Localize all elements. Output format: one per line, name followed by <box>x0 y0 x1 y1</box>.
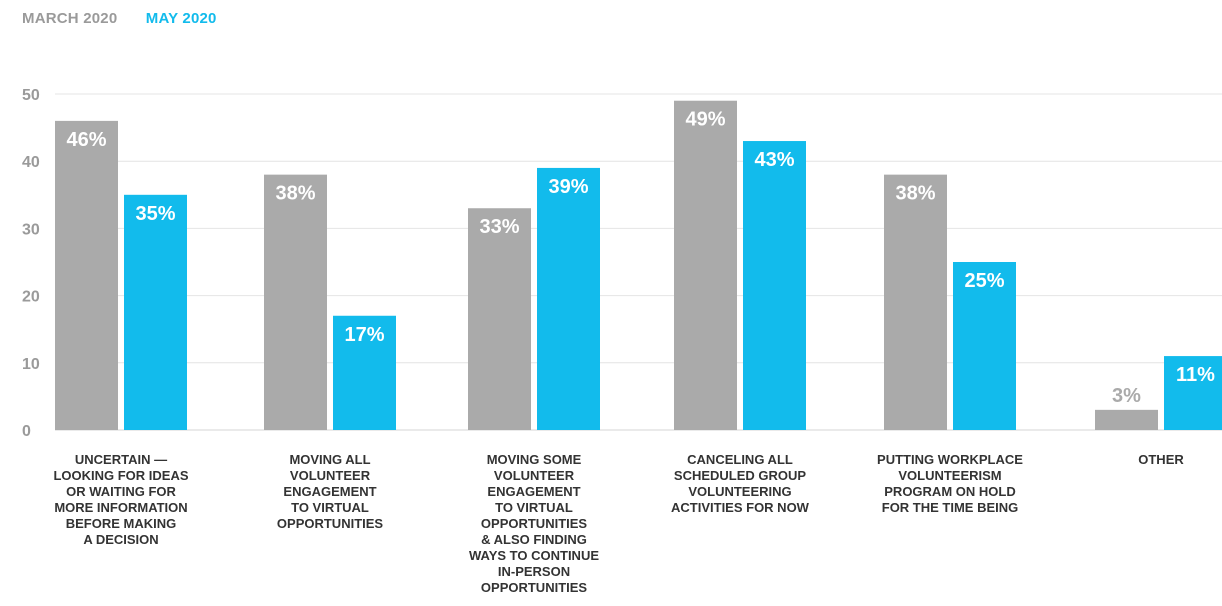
bar-may-3 <box>743 141 806 431</box>
legend-march-2020: MARCH 2020 <box>22 10 118 27</box>
bar-march-2 <box>468 208 531 430</box>
category-label-line: MORE INFORMATION <box>54 500 187 515</box>
bar-march-1 <box>264 174 327 430</box>
category-label-1: MOVING ALL VOLUNTEER ENGAGEMENT TO VIRTUAL O… <box>277 452 384 531</box>
category-label-line: & ALSO FINDING <box>481 532 587 547</box>
y-tick-label-0: 0 <box>22 423 31 440</box>
category-label-line: VOLUNTEERISM <box>898 468 1001 483</box>
category-label-line: OPPORTUNITIES <box>277 516 384 531</box>
category-label-line: OPPORTUNITIES <box>481 516 588 531</box>
category-label-line: OR WAITING FOR <box>66 484 176 499</box>
category-label-line: VOLUNTEERING <box>688 484 791 499</box>
data-label-may-4: 25% <box>964 270 1004 292</box>
category-label-2: MOVING SOME VOLUNTEER ENGAGEMENT TO VIRTUAL… <box>469 452 599 595</box>
data-label-march-2: 33% <box>479 216 519 238</box>
category-label-line: MOVING ALL <box>289 452 370 467</box>
bar-may-0 <box>124 194 187 430</box>
category-label-0: UNCERTAIN — LOOKING FOR IDEAS OR WAITING F… <box>53 452 188 547</box>
bar-may-2 <box>537 167 600 431</box>
bar-march-5 <box>1095 409 1158 430</box>
bar-may-5 <box>1164 356 1222 430</box>
category-label-line: CANCELING ALL <box>687 452 793 467</box>
data-label-may-5: 11% <box>1176 364 1215 386</box>
category-label-line: ENGAGEMENT <box>283 484 376 499</box>
category-label-line: OTHER <box>1138 452 1184 467</box>
y-tick-label-40: 40 <box>22 154 40 171</box>
category-label-line: LOOKING FOR IDEAS <box>53 468 188 483</box>
legend: MARCH 2020 MAY 2020 <box>22 10 241 27</box>
category-label-line: PUTTING WORKPLACE <box>877 452 1023 467</box>
category-label-line: TO VIRTUAL <box>291 500 369 515</box>
data-label-may-2: 39% <box>548 176 588 198</box>
y-tick-label-50: 50 <box>22 87 40 104</box>
category-label-4: PUTTING WORKPLACE VOLUNTEERISM PROGRAM ON … <box>877 452 1023 515</box>
category-label-line: VOLUNTEER <box>290 468 371 483</box>
category-label-line: VOLUNTEER <box>494 468 575 483</box>
bar-may-1 <box>333 315 396 430</box>
y-tick-label-30: 30 <box>22 221 40 238</box>
bar-march-0 <box>55 120 118 430</box>
data-label-march-4: 38% <box>895 183 935 205</box>
category-label-line: TO VIRTUAL <box>495 500 573 515</box>
bar-march-4 <box>884 174 947 430</box>
category-label-line: IN-PERSON <box>498 564 570 579</box>
category-label-line: PROGRAM ON HOLD <box>884 484 1015 499</box>
data-label-march-5: 3% <box>1112 385 1141 407</box>
legend-may-2020: MAY 2020 <box>145 10 217 27</box>
category-label-5: OTHER <box>1138 452 1184 467</box>
data-label-may-0: 35% <box>135 203 175 225</box>
y-tick-label-20: 20 <box>22 289 40 306</box>
category-label-line: UNCERTAIN — <box>75 452 167 467</box>
category-label-line: A DECISION <box>83 532 158 547</box>
data-label-march-1: 38% <box>275 183 315 205</box>
data-label-may-1: 17% <box>344 324 384 346</box>
bar-march-3 <box>674 100 737 430</box>
category-label-line: WAYS TO CONTINUE <box>469 548 599 563</box>
category-label-line: ACTIVITIES FOR NOW <box>671 500 810 515</box>
category-label-line: ENGAGEMENT <box>487 484 580 499</box>
y-tick-label-10: 10 <box>22 356 40 373</box>
category-label-line: OPPORTUNITIES <box>481 580 588 595</box>
category-label-line: SCHEDULED GROUP <box>674 468 807 483</box>
bar-may-4 <box>953 262 1016 430</box>
data-label-march-0: 46% <box>66 129 106 151</box>
data-label-may-3: 43% <box>754 149 794 171</box>
data-label-march-3: 49% <box>685 109 725 131</box>
category-label-3: CANCELING ALL SCHEDULED GROUP VOLUNTEERING… <box>671 452 810 515</box>
category-label-line: FOR THE TIME BEING <box>882 500 1019 515</box>
category-label-line: BEFORE MAKING <box>66 516 177 531</box>
category-label-line: MOVING SOME <box>487 452 582 467</box>
